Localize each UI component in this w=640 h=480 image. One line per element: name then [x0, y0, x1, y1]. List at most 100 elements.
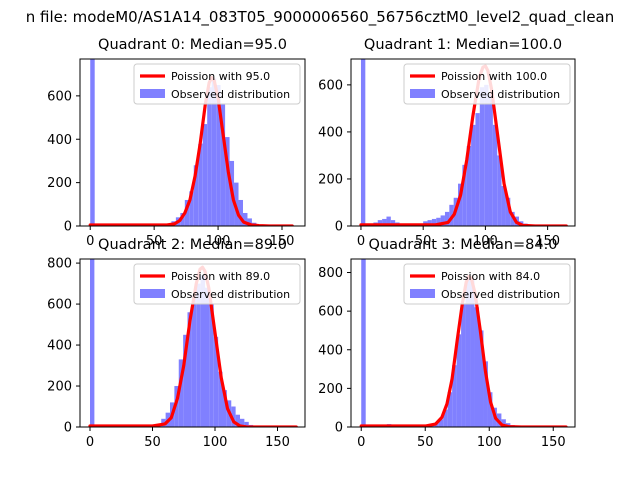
- subplot-quadrant-3: 0 50 100 150 0 200 400 600 800 Quadrant 3: Median…: [318, 237, 576, 450]
- x-tick-label: 100: [203, 435, 228, 450]
- legend-bar-swatch: [410, 89, 435, 98]
- histogram-bar: [492, 124, 498, 226]
- subplot-quadrant-0: 0 50 100 150 0 200 400 600 Quadrant 0: Median=95…: [47, 37, 306, 249]
- histogram-bar: [244, 421, 249, 427]
- histogram-bar: [213, 336, 219, 427]
- y-tick-label: 200: [47, 176, 72, 191]
- axes-frame: [350, 258, 576, 428]
- histogram-bar: [361, 259, 366, 427]
- x-tick-label: 150: [265, 435, 290, 450]
- legend-box: [403, 63, 571, 105]
- histogram-bar: [196, 283, 201, 427]
- subplot-quadrant-1: 0 50 100 150 0 200 400 600 Quadrant 1: Median=10…: [318, 37, 576, 249]
- y-tick-label: 400: [318, 343, 343, 358]
- legend: Poission with 89.0 Observed distribution: [133, 263, 301, 305]
- histogram-bar: [443, 409, 448, 427]
- histogram-bar: [222, 390, 227, 427]
- y-tick-label: 600: [47, 89, 72, 104]
- histogram-bar: [484, 84, 489, 226]
- plot-area: [88, 59, 294, 226]
- x-tick-label: 100: [473, 234, 498, 249]
- histogram-bar: [184, 199, 190, 226]
- legend-label-poisson: Poission with 84.0: [441, 270, 540, 283]
- histogram-bar: [189, 191, 194, 226]
- histogram-bar: [382, 218, 387, 226]
- histogram-bar: [447, 392, 453, 427]
- legend-box: [133, 63, 301, 105]
- legend-box: [133, 263, 301, 305]
- histogram-bar: [465, 276, 471, 427]
- y-tick-label: 0: [335, 421, 343, 436]
- histogram-bar: [487, 392, 493, 427]
- histogram-bar: [243, 212, 248, 226]
- legend-label-observed: Observed distribution: [171, 288, 290, 301]
- y-tick-label: 200: [47, 380, 72, 395]
- histogram-bar: [440, 215, 445, 226]
- histogram-bar: [488, 94, 493, 226]
- x-tick-label: 150: [270, 234, 295, 249]
- subplot-title: Quadrant 1: Median=100.0: [364, 37, 562, 53]
- legend-label-observed: Observed distribution: [441, 88, 560, 101]
- legend: Poission with 95.0 Observed distribution: [133, 63, 301, 105]
- histogram-bar: [461, 303, 466, 427]
- histogram-bar: [483, 361, 488, 427]
- histogram-bar: [207, 87, 212, 226]
- legend-bar-swatch: [140, 289, 165, 298]
- histogram-bar: [198, 143, 203, 226]
- histogram-bar: [225, 137, 230, 226]
- histogram-bar: [238, 199, 243, 226]
- x-tick-label: 0: [86, 234, 94, 249]
- legend-label-observed: Observed distribution: [441, 288, 560, 301]
- subplot-quadrant-2: 0 50 100 150 0 200 400 600 800 Quadrant 2: Median…: [47, 237, 306, 450]
- histogram-bar: [474, 307, 479, 427]
- x-tick-label: 50: [415, 234, 432, 249]
- histogram-bar: [360, 59, 366, 226]
- histogram-bar: [427, 220, 432, 226]
- y-tick-label: 400: [318, 125, 343, 140]
- y-tick-label: 0: [335, 220, 343, 235]
- histogram-bar: [90, 259, 95, 427]
- histogram-bar: [231, 406, 236, 427]
- subplot-title: Quadrant 0: Median=95.0: [98, 37, 287, 53]
- histogram-bar: [444, 211, 450, 226]
- histogram-bar: [178, 359, 184, 427]
- histogram-bar: [475, 113, 480, 226]
- legend: Poission with 84.0 Observed distribution: [403, 263, 571, 305]
- histogram-bar: [202, 124, 208, 226]
- histogram-bar: [452, 365, 457, 427]
- axes-frame: [79, 58, 306, 227]
- histogram-bar: [205, 287, 210, 427]
- histogram-bar: [501, 186, 506, 226]
- legend-label-poisson: Poission with 100.0: [441, 70, 547, 83]
- x-tick-label: 100: [206, 234, 231, 249]
- y-tick-label: 800: [318, 266, 343, 281]
- histogram-bar: [479, 330, 484, 427]
- histogram-bar: [466, 146, 472, 226]
- histogram-bar: [456, 334, 462, 427]
- histogram-bar: [438, 419, 444, 427]
- histogram-bar: [247, 218, 252, 226]
- histogram-bar: [180, 212, 185, 226]
- y-tick-label: 800: [47, 257, 72, 272]
- histogram-bar: [220, 104, 226, 226]
- histogram-bar: [211, 78, 217, 226]
- histogram-bar: [462, 164, 467, 226]
- histogram-bar: [90, 59, 95, 226]
- x-tick-label: 0: [86, 435, 94, 450]
- legend-label-observed: Observed distribution: [171, 88, 290, 101]
- y-tick-label: 600: [318, 78, 343, 93]
- histogram-bar: [183, 334, 188, 427]
- x-tick-label: 100: [477, 435, 502, 450]
- subplot-title: Quadrant 2: Median=89.0: [98, 237, 287, 253]
- histogram-bar: [501, 419, 506, 427]
- legend-label-poisson: Poission with 95.0: [171, 70, 270, 83]
- histogram-bar: [216, 85, 221, 226]
- histogram-bar: [479, 87, 485, 226]
- x-tick-label: 0: [357, 435, 365, 450]
- y-tick-label: 600: [47, 298, 72, 313]
- y-tick-label: 200: [318, 172, 343, 187]
- histogram-bar: [386, 216, 391, 226]
- histogram-bar: [470, 280, 475, 427]
